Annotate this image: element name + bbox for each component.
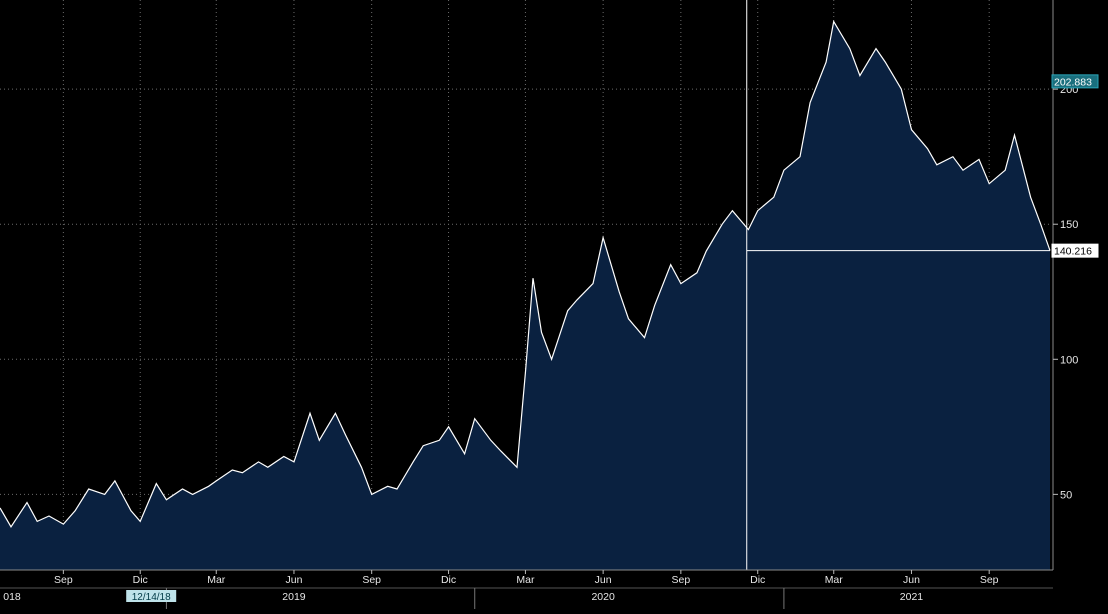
- x-tick-label: Jun: [903, 574, 920, 586]
- area-layer: [0, 19, 1051, 571]
- x-tick-label: Mar: [207, 574, 226, 586]
- y-tick-label: 150: [1060, 219, 1078, 231]
- year-label: 2020: [591, 591, 615, 603]
- y-tick-label: 50: [1060, 489, 1072, 501]
- last-value-tag-box: [1051, 243, 1099, 258]
- x-tick-label: Sep: [980, 574, 999, 586]
- date-marker-box: [126, 590, 177, 602]
- last-value-tag-label: 140.216: [1054, 246, 1092, 258]
- x-tick-label: Jun: [595, 574, 612, 586]
- x-tick-label: Dic: [133, 574, 148, 586]
- marker-layer: [746, 0, 1050, 570]
- x-tick-label: Jun: [285, 574, 302, 586]
- y-tick-label: 100: [1060, 354, 1078, 366]
- year-label: 2019: [282, 591, 306, 603]
- x-tick-label: Sep: [362, 574, 381, 586]
- x-tick-label: Dic: [750, 574, 765, 586]
- x-tick-label: Dic: [441, 574, 456, 586]
- x-tick-label: Mar: [825, 574, 844, 586]
- date-marker-label: 12/14/18: [132, 592, 171, 603]
- x-tick-label: Sep: [54, 574, 73, 586]
- max-value-tag-box: [1051, 74, 1099, 89]
- x-tick-label: Sep: [672, 574, 691, 586]
- x-tick-label: Mar: [516, 574, 535, 586]
- year-label: 2021: [900, 591, 924, 603]
- max-value-tag-label: 202.883: [1054, 76, 1092, 88]
- price-area: [0, 21, 1050, 571]
- price-line: [0, 19, 1051, 528]
- year-label: 018: [3, 591, 21, 603]
